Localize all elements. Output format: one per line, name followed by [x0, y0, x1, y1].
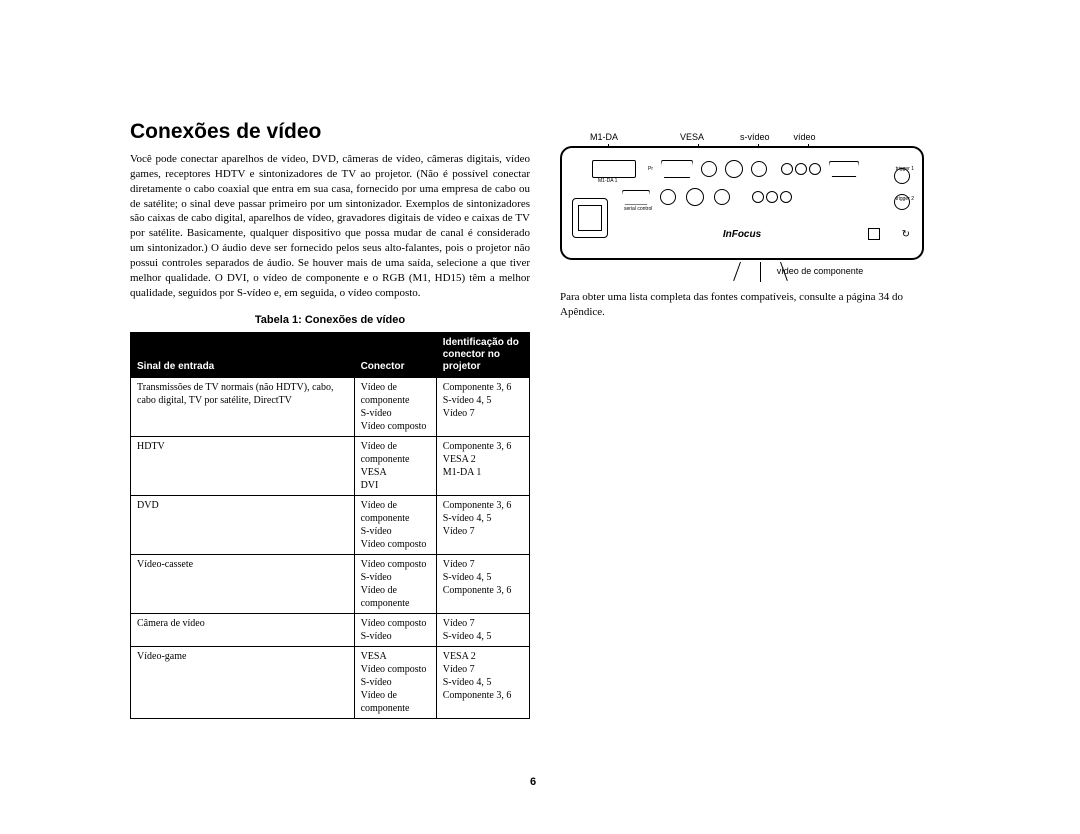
video-connections-table: Sinal de entrada Conector Identificação … [130, 332, 530, 719]
table-row: Câmera de vídeoVídeo compostoS-vídeoVíde… [131, 614, 530, 647]
intro-paragraph: Você pode conectar aparelhos de vídeo, D… [130, 152, 530, 300]
rca-icon [809, 163, 821, 175]
th-connector: Conector [354, 333, 436, 378]
diagram-bottom-label: vídeo de componente [690, 266, 950, 276]
leader-line [760, 262, 761, 282]
table-cell: Vídeo-game [131, 647, 355, 719]
vesa-port-icon [661, 160, 693, 178]
table-cell: Câmera de vídeo [131, 614, 355, 647]
table-row: Vídeo-gameVESAVídeo compostoS-vídeoVídeo… [131, 647, 530, 719]
rca-icon [766, 191, 778, 203]
label-video: vídeo [794, 132, 816, 142]
vesa2-port-icon [622, 190, 650, 205]
tiny-label-trigger1: trigger 1 [896, 166, 914, 172]
tiny-label-trigger2: trigger 2 [896, 196, 914, 202]
brand-label: InFocus [723, 229, 761, 240]
right-column: M1-DA VESA s-vídeo vídeo Pr [560, 120, 950, 719]
table-row: Vídeo-casseteVídeo compostoS-vídeoVídeo … [131, 555, 530, 614]
rca-icon [795, 163, 807, 175]
table-cell: DVD [131, 496, 355, 555]
power-inlet-icon [572, 198, 608, 238]
label-m1da: M1-DA [590, 132, 618, 142]
table-cell: VESA 2Vídeo 7S-vídeo 4, 5Componente 3, 6 [436, 647, 529, 719]
rca-icon [714, 189, 730, 205]
page-number: 6 [530, 776, 536, 788]
port-row-top: Pr [592, 160, 859, 178]
document-page: Conexões de vídeo Você pode conectar apa… [0, 0, 1080, 759]
table-title: Tabela 1: Conexões de vídeo [130, 314, 530, 326]
loop-icon: ↻ [902, 229, 910, 240]
rca-icon [781, 163, 793, 175]
table-cell: Vídeo compostoS-vídeoVídeo de componente [354, 555, 436, 614]
label-svideo: s-vídeo [740, 132, 770, 142]
tiny-label-pr: Pr [648, 166, 653, 172]
m1da-port-icon [592, 160, 636, 178]
table-header-row: Sinal de entrada Conector Identificação … [131, 333, 530, 378]
connector-diagram: M1-DA VESA s-vídeo vídeo Pr [560, 132, 950, 276]
tiny-label-m1da1: M1-DA 1 [598, 178, 617, 184]
component-rca-group [781, 163, 821, 175]
label-vesa: VESA [680, 132, 704, 142]
th-signal: Sinal de entrada [131, 333, 355, 378]
table-cell: Componente 3, 6S-vídeo 4, 5Vídeo 7 [436, 378, 529, 437]
rca-icon [701, 161, 717, 177]
table-cell: Componente 3, 6S-vídeo 4, 5Vídeo 7 [436, 496, 529, 555]
svideo-port-icon [725, 160, 743, 178]
table-cell: Componente 3, 6VESA 2M1-DA 1 [436, 437, 529, 496]
table-cell: Vídeo 7S-vídeo 4, 5Componente 3, 6 [436, 555, 529, 614]
projector-back-panel: Pr M1-DA 1 [560, 146, 924, 260]
table-cell: VESAVídeo compostoS-vídeoVídeo de compon… [354, 647, 436, 719]
hd15-port-icon [829, 161, 859, 177]
table-row: DVDVídeo de componenteS-vídeoVídeo compo… [131, 496, 530, 555]
rca-icon [780, 191, 792, 203]
table-cell: Vídeo de componenteVESADVI [354, 437, 436, 496]
svideo-port-icon [686, 188, 704, 206]
rca-icon [660, 189, 676, 205]
left-column: Conexões de vídeo Você pode conectar apa… [130, 120, 530, 719]
table-cell: Vídeo-cassete [131, 555, 355, 614]
table-cell: Vídeo de componenteS-vídeoVídeo composto [354, 378, 436, 437]
port-row-bottom [622, 188, 792, 206]
th-id: Identificação doconector no projetor [436, 333, 529, 378]
diagram-top-labels: M1-DA VESA s-vídeo vídeo [590, 132, 950, 142]
table-cell: Vídeo 7S-vídeo 4, 5 [436, 614, 529, 647]
appendix-reference: Para obter uma lista completa das fontes… [560, 290, 950, 320]
table-cell: Vídeo compostoS-vídeo [354, 614, 436, 647]
rca-icon [751, 161, 767, 177]
rca-icon [752, 191, 764, 203]
tiny-label-serial: serial control [624, 206, 652, 212]
table-cell: Transmissões de TV normais (não HDTV), c… [131, 378, 355, 437]
table-cell: HDTV [131, 437, 355, 496]
component-rca-group [752, 191, 792, 203]
page-title: Conexões de vídeo [130, 120, 530, 144]
table-cell: Vídeo de componenteS-vídeoVídeo composto [354, 496, 436, 555]
trigger-ports [894, 168, 910, 220]
power-socket-icon [578, 205, 602, 231]
lock-icon [868, 228, 880, 240]
table-row: HDTVVídeo de componenteVESADVIComponente… [131, 437, 530, 496]
table-row: Transmissões de TV normais (não HDTV), c… [131, 378, 530, 437]
